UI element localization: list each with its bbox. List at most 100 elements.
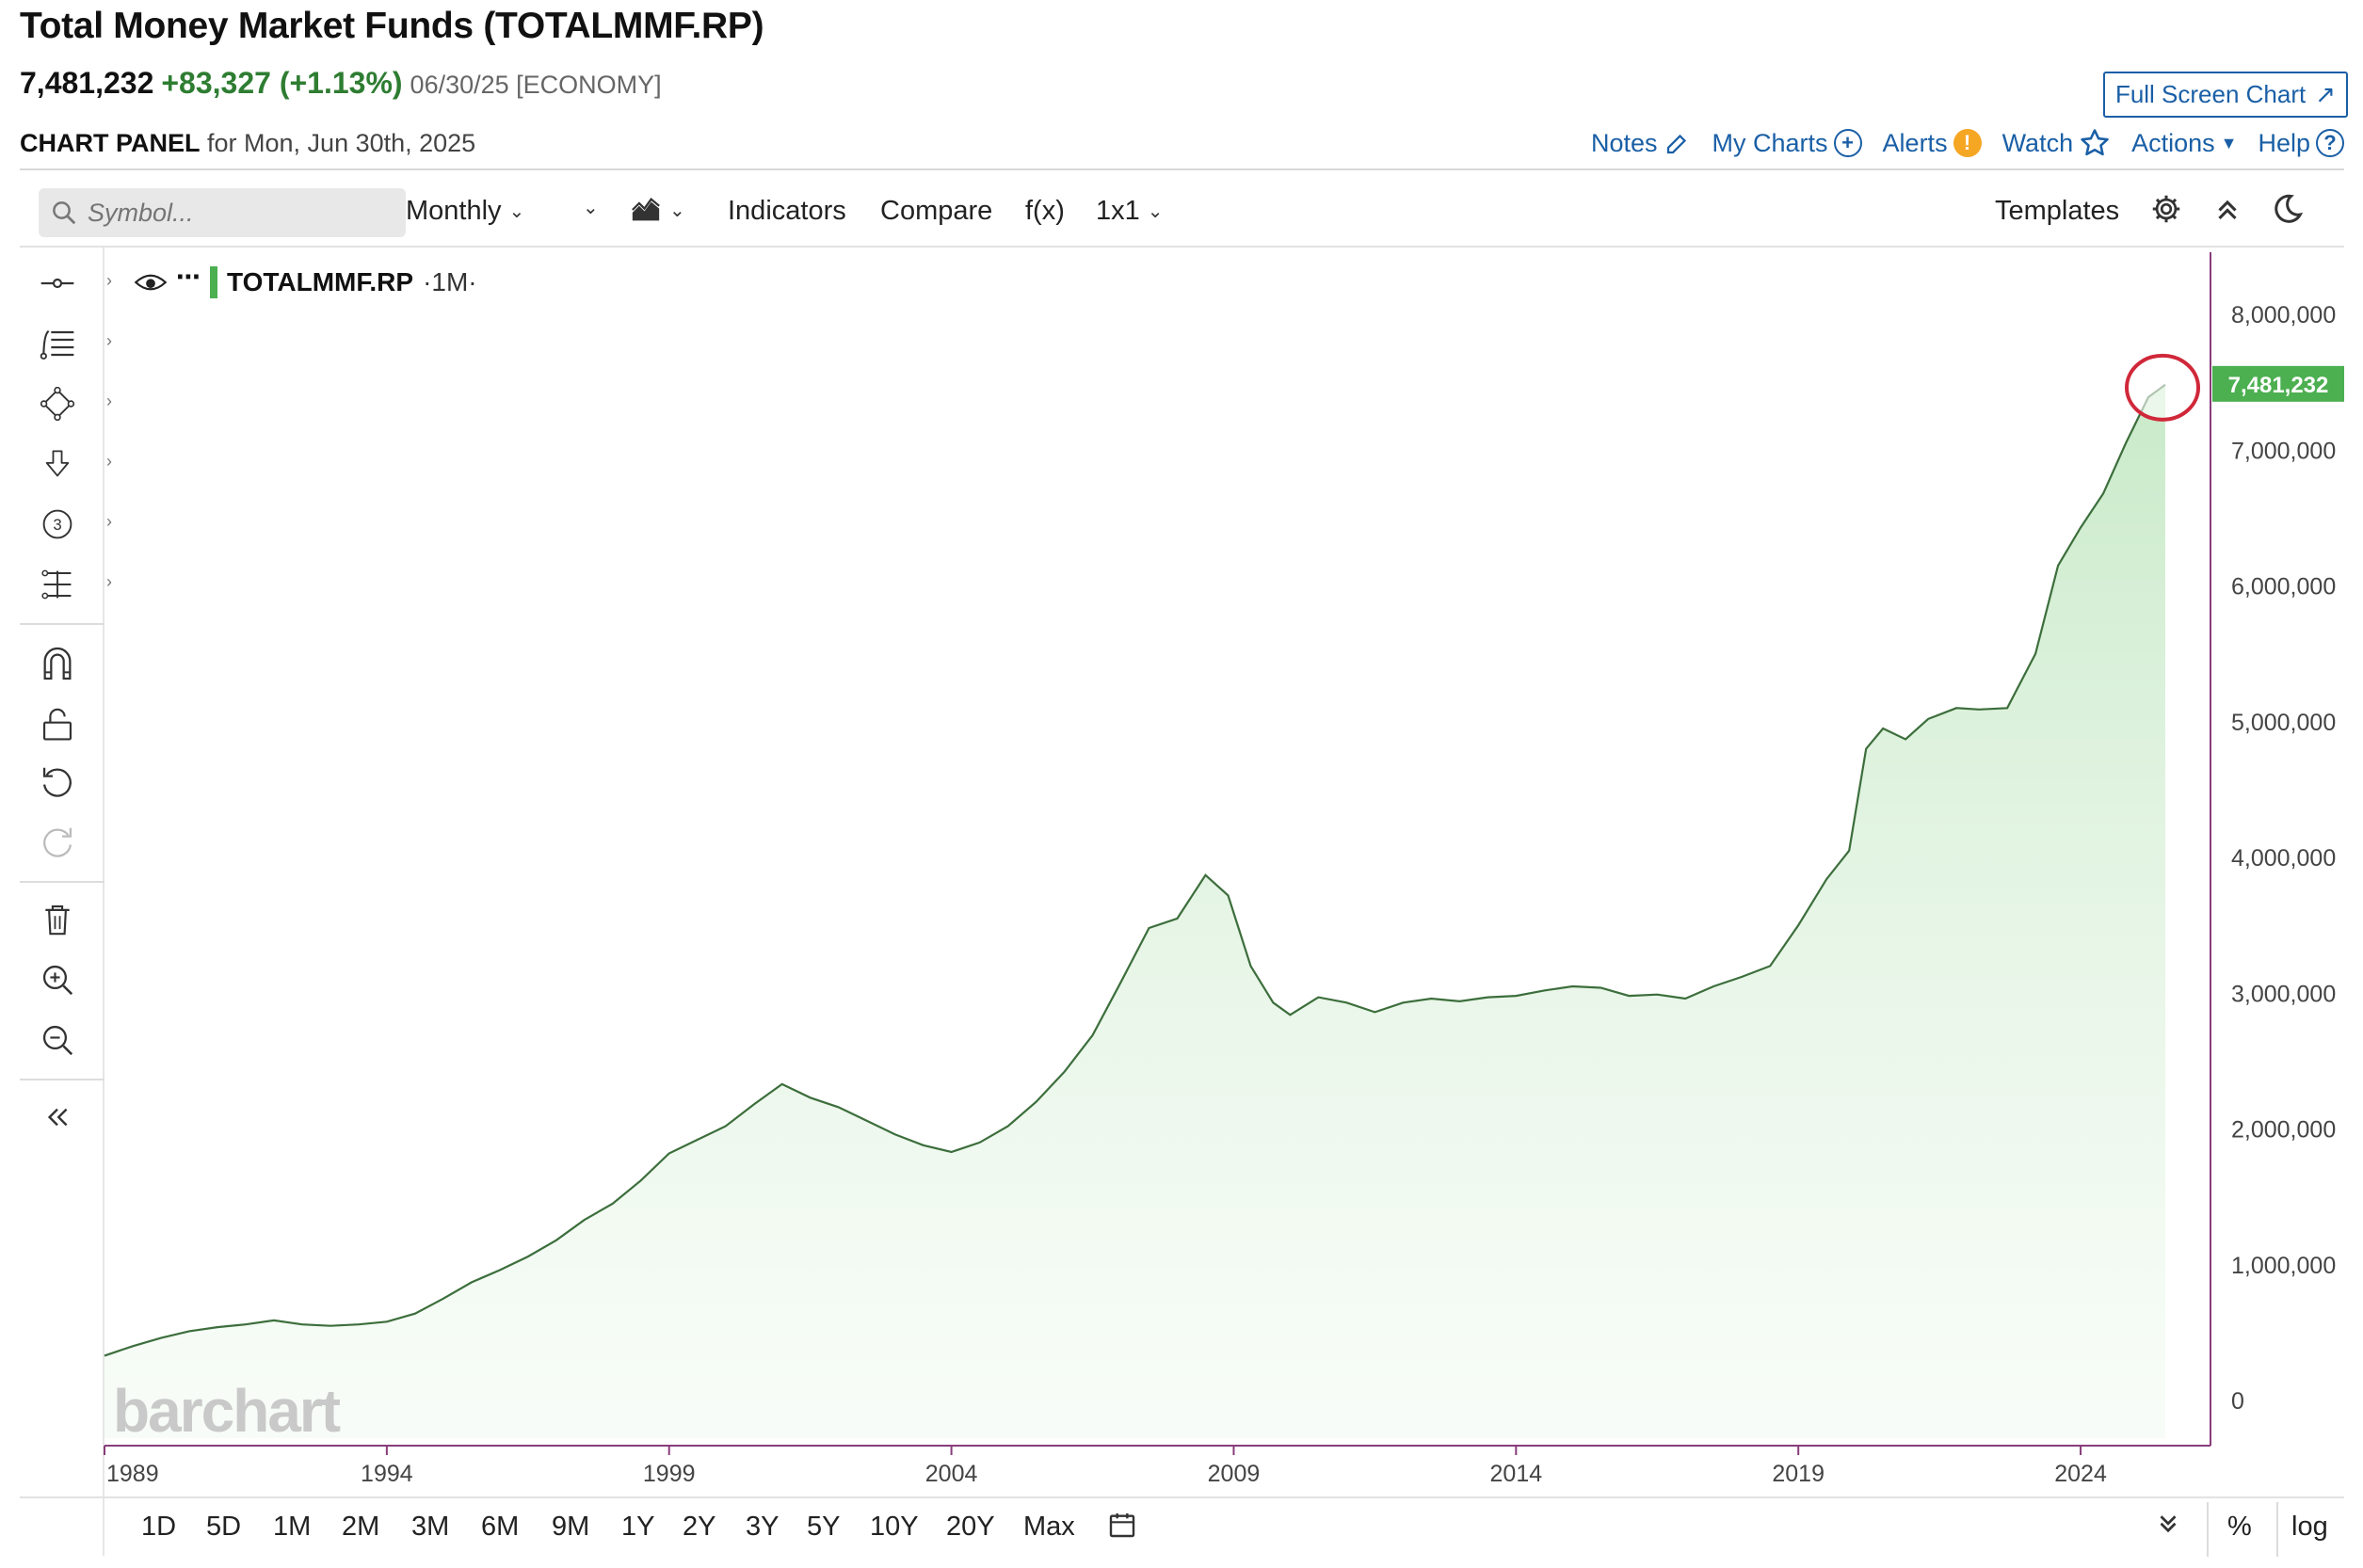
- range-button-10y[interactable]: 10Y: [870, 1512, 919, 1542]
- compare-button[interactable]: Compare: [880, 196, 992, 227]
- price-change: +83,327 (+1.13%): [161, 66, 403, 100]
- range-button-1y[interactable]: 1Y: [621, 1512, 655, 1542]
- arrow-tool[interactable]: ›: [39, 442, 112, 486]
- watch-link[interactable]: Watch: [2002, 127, 2112, 159]
- percent-toggle[interactable]: %: [2227, 1512, 2252, 1542]
- calendar-icon: [1109, 1513, 1135, 1538]
- fibonacci-tool[interactable]: ›: [39, 322, 112, 365]
- range-button-1d[interactable]: 1D: [141, 1512, 177, 1542]
- interval-dropdown[interactable]: Monthly ⌄: [406, 196, 524, 227]
- chevron-right-icon: ›: [106, 392, 112, 410]
- symbol-search[interactable]: [39, 188, 406, 237]
- zoom-in-button[interactable]: [39, 958, 95, 1001]
- line-tool[interactable]: ›: [39, 262, 112, 305]
- alert-exclamation-icon: !: [1953, 129, 1982, 157]
- alerts-link[interactable]: Alerts !: [1883, 129, 1982, 158]
- chart-panel-date: for Mon, Jun 30th, 2025: [207, 129, 476, 157]
- counter-tool[interactable]: 3 ›: [39, 503, 112, 546]
- range-button-5d[interactable]: 5D: [206, 1512, 242, 1542]
- redo-icon: [43, 827, 72, 857]
- gear-icon: [2152, 195, 2180, 223]
- range-button-3y[interactable]: 3Y: [746, 1512, 780, 1542]
- x-axis: 1989 1994 1999 2004 2009 2014 2019 2024: [104, 1446, 2107, 1487]
- range-button-6m[interactable]: 6M: [481, 1512, 520, 1542]
- barchart-logo: barchart: [113, 1377, 341, 1445]
- tools-separator: [20, 881, 104, 883]
- zoom-out-button[interactable]: [39, 1018, 95, 1062]
- redo-button[interactable]: [39, 821, 95, 864]
- chart-panel-heading: CHART PANEL for Mon, Jun 30th, 2025: [20, 129, 475, 158]
- y-tick-label: 1,000,000: [2231, 1253, 2336, 1279]
- caret-down-icon: ▼: [2220, 133, 2238, 152]
- my-charts-link[interactable]: My Charts +: [1712, 129, 1862, 158]
- chevron-double-down-icon: [2160, 1515, 2177, 1533]
- watch-label: Watch: [2001, 128, 2074, 157]
- compare-label: Compare: [880, 196, 993, 226]
- shape-icon: [40, 387, 75, 421]
- y-tick-label: 6,000,000: [2231, 574, 2336, 600]
- templates-label: Templates: [1995, 196, 2120, 226]
- settings-button[interactable]: [2149, 192, 2183, 226]
- range-button-3m[interactable]: 3M: [411, 1512, 450, 1542]
- range-button-5y[interactable]: 5Y: [807, 1512, 841, 1542]
- notes-link[interactable]: Notes: [1591, 129, 1692, 158]
- log-toggle[interactable]: log: [2291, 1512, 2328, 1542]
- templates-button[interactable]: Templates: [1995, 196, 2119, 227]
- range-button-max[interactable]: Max: [1023, 1512, 1075, 1542]
- undo-button[interactable]: [39, 760, 95, 804]
- range-button-2m[interactable]: 2M: [342, 1512, 380, 1542]
- chevron-right-icon: ›: [106, 512, 112, 531]
- shapes-tool[interactable]: ›: [39, 382, 112, 425]
- more-options-icon[interactable]: ⋯: [176, 262, 201, 291]
- y-tick-label: 4,000,000: [2231, 845, 2336, 872]
- help-label: Help: [2258, 128, 2310, 157]
- chart-options-dropdown[interactable]: ⌄: [583, 196, 599, 219]
- actions-menu[interactable]: Actions ▼: [2131, 129, 2237, 158]
- date-range-button[interactable]: [1107, 1510, 1137, 1547]
- magnet-tool[interactable]: [39, 642, 95, 685]
- arrow-down-icon: [45, 450, 70, 477]
- external-arrow-icon: ↗: [2315, 80, 2337, 108]
- measure-tool[interactable]: ›: [39, 563, 112, 606]
- expand-bottom-button[interactable]: [2154, 1510, 2182, 1547]
- collapse-toolbar-button[interactable]: [2211, 192, 2243, 226]
- magnet-icon: [43, 647, 72, 680]
- indicators-button[interactable]: Indicators: [728, 196, 846, 227]
- full-screen-chart-button[interactable]: Full Screen Chart ↗: [2103, 72, 2348, 118]
- range-button-9m[interactable]: 9M: [552, 1512, 590, 1542]
- collapse-tools-button[interactable]: [39, 1096, 95, 1139]
- y-tick-label: 2,000,000: [2231, 1117, 2336, 1144]
- function-label: f(x): [1025, 196, 1065, 226]
- chart-toolbar: Monthly ⌄ ⌄ ⌄ Indicators Compare f(x) 1x…: [20, 184, 2344, 243]
- undo-icon: [42, 767, 72, 797]
- x-tick-label: 1994: [361, 1461, 413, 1487]
- full-screen-chart-label: Full Screen Chart: [2114, 80, 2307, 108]
- range-button-2y[interactable]: 2Y: [683, 1512, 716, 1542]
- layout-dropdown[interactable]: 1x1 ⌄: [1096, 196, 1164, 227]
- x-tick-label: 2019: [1772, 1461, 1824, 1487]
- chart-legend: ⋯ TOTALMMF.RP ·1M·: [135, 262, 477, 298]
- header-divider: [20, 168, 2344, 170]
- series-line: [104, 383, 2166, 1357]
- dark-mode-toggle[interactable]: [2270, 192, 2304, 226]
- star-icon: [2081, 129, 2109, 156]
- fibonacci-icon: [40, 329, 74, 360]
- chart-type-dropdown[interactable]: ⌄: [630, 196, 685, 224]
- y-tick-label: 0: [2231, 1388, 2244, 1415]
- function-button[interactable]: f(x): [1025, 196, 1065, 227]
- symbol-search-input[interactable]: [88, 198, 389, 228]
- legend-timeframe: ·1M·: [423, 267, 477, 296]
- delete-drawings-button[interactable]: [39, 898, 95, 941]
- range-button-1m[interactable]: 1M: [273, 1512, 312, 1542]
- y-axis: 0 1,000,000 2,000,000 3,000,000 4,000,000 5,0…: [2231, 302, 2336, 1415]
- eye-icon[interactable]: [135, 271, 167, 294]
- notes-label: Notes: [1590, 128, 1658, 157]
- my-charts-label: My Charts: [1712, 128, 1828, 157]
- indicators-label: Indicators: [728, 196, 846, 226]
- range-button-20y[interactable]: 20Y: [946, 1512, 995, 1542]
- lock-tool[interactable]: [39, 702, 95, 745]
- last-value-badge: [2212, 365, 2344, 402]
- search-icon: [53, 201, 76, 225]
- help-link[interactable]: Help ?: [2258, 129, 2344, 158]
